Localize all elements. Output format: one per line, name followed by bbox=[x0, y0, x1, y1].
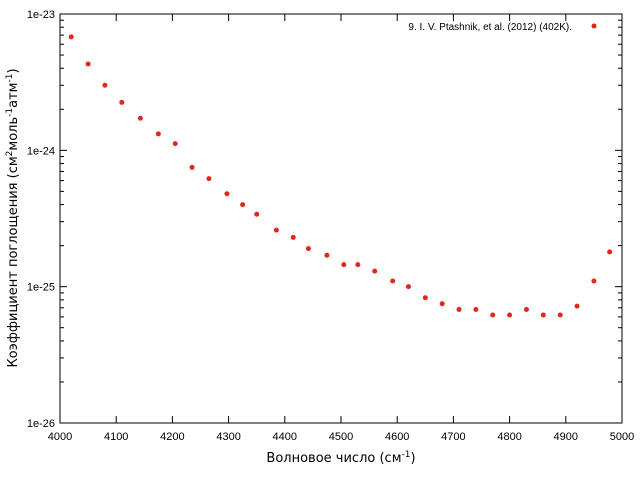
data-point bbox=[439, 301, 445, 307]
data-point bbox=[557, 312, 563, 318]
data-point bbox=[607, 249, 613, 255]
x-axis-label: Волновое число (см-1) bbox=[266, 450, 415, 466]
y-axis-label-part: моль bbox=[6, 117, 21, 151]
y-tick-label: 1e-26 bbox=[27, 418, 55, 430]
x-axis-label-sup: -1 bbox=[402, 450, 411, 460]
data-point bbox=[85, 61, 91, 67]
x-tick-label: 4200 bbox=[160, 431, 184, 443]
x-tick-label: 4300 bbox=[216, 431, 240, 443]
y-axis-ticks: 1e-26 1e-25 1e-24 1e-23 bbox=[27, 9, 622, 430]
y-tick-label: 1e-25 bbox=[27, 282, 55, 294]
data-point bbox=[540, 312, 546, 318]
y-tick-label: 1e-23 bbox=[27, 9, 55, 21]
x-tick-label: 4400 bbox=[273, 431, 297, 443]
x-axis-ticks: 4000 4100 4200 4300 4400 4500 4600 4700 4800 4900… bbox=[48, 14, 634, 443]
plot-frame bbox=[59, 13, 623, 424]
data-point bbox=[341, 262, 347, 268]
x-tick-label: 4500 bbox=[329, 431, 353, 443]
data-point bbox=[240, 202, 246, 208]
data-point bbox=[574, 303, 580, 309]
x-tick-label: 4900 bbox=[554, 431, 578, 443]
x-tick-label: 4600 bbox=[385, 431, 409, 443]
x-axis-label-main: Волновое число (см bbox=[266, 451, 401, 466]
data-point bbox=[273, 227, 279, 233]
data-point bbox=[102, 82, 108, 88]
data-points bbox=[68, 34, 613, 318]
data-point bbox=[473, 307, 479, 313]
data-point bbox=[206, 176, 212, 182]
y-axis-label-part: Коэффициент поглощения (см bbox=[6, 156, 21, 367]
x-tick-label: 4000 bbox=[48, 431, 72, 443]
x-tick-label: 4100 bbox=[104, 431, 128, 443]
data-point bbox=[224, 191, 230, 197]
x-tick-label: 5000 bbox=[610, 431, 634, 443]
x-axis-label-end: ) bbox=[410, 451, 415, 466]
data-point bbox=[456, 307, 462, 313]
y-axis-label-sup: -1 bbox=[5, 108, 15, 117]
data-point bbox=[137, 115, 143, 121]
data-point bbox=[68, 34, 74, 40]
y-axis-label-part: атм bbox=[6, 83, 21, 108]
data-point bbox=[355, 262, 361, 268]
data-point bbox=[119, 99, 125, 105]
data-point bbox=[390, 278, 396, 284]
data-point bbox=[254, 211, 260, 217]
data-point bbox=[155, 131, 161, 137]
data-point bbox=[507, 312, 513, 318]
data-point bbox=[591, 278, 597, 284]
data-point bbox=[324, 252, 330, 258]
data-point bbox=[523, 307, 529, 313]
data-point bbox=[422, 295, 428, 301]
data-point bbox=[189, 164, 195, 170]
data-point bbox=[490, 312, 496, 318]
data-point bbox=[290, 234, 296, 240]
x-tick-label: 4800 bbox=[497, 431, 521, 443]
data-point bbox=[372, 268, 378, 274]
y-axis-label-sup: 2 bbox=[5, 151, 15, 157]
legend: 9. I. V. Ptashnik, et al. (2012) (402K). bbox=[408, 22, 597, 33]
data-point bbox=[172, 141, 178, 147]
data-point bbox=[405, 284, 411, 290]
legend-label: 9. I. V. Ptashnik, et al. (2012) (402K). bbox=[408, 22, 572, 33]
y-tick-label: 1e-24 bbox=[27, 145, 55, 157]
legend-marker bbox=[591, 23, 597, 29]
x-tick-label: 4700 bbox=[441, 431, 465, 443]
y-axis-label-sup: -1 bbox=[5, 74, 15, 83]
data-point bbox=[305, 246, 311, 252]
y-axis-label: Коэффициент поглощения (см2моль-1атм-1) bbox=[5, 68, 21, 367]
y-axis-label-part: ) bbox=[6, 68, 21, 73]
